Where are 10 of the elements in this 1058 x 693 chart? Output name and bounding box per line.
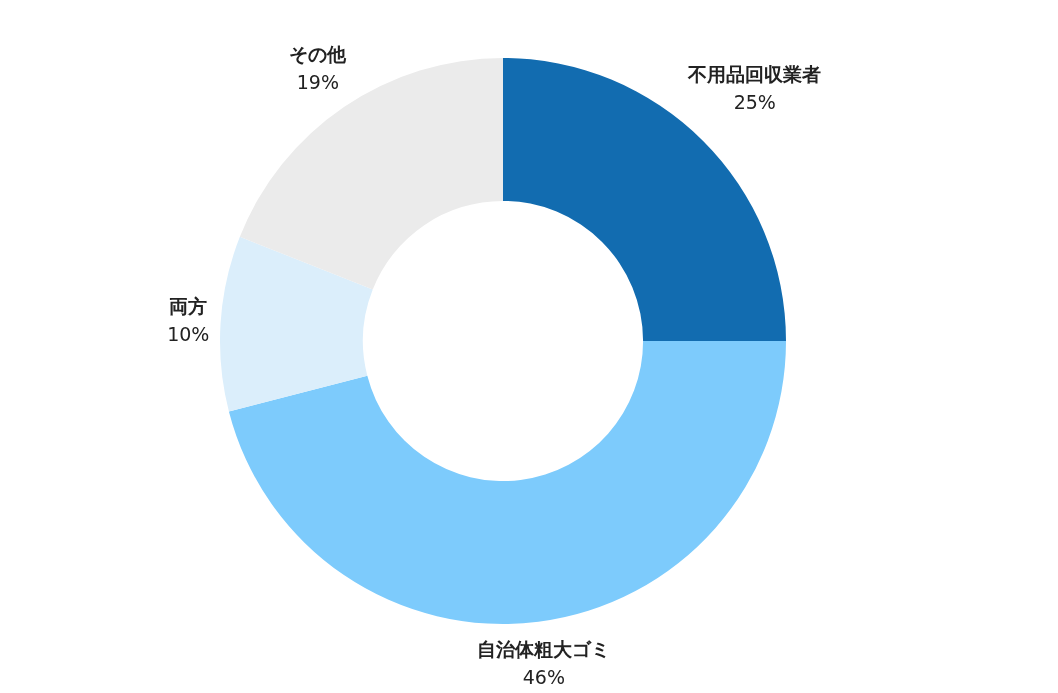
- donut-slice: [228, 341, 786, 624]
- data-label: 25%: [733, 91, 776, 114]
- slice-label: 両方: [169, 295, 208, 318]
- donut-slice: [220, 236, 373, 412]
- data-label: 46%: [522, 666, 565, 689]
- slice-label: 自治体粗大ゴミ: [477, 638, 611, 661]
- data-label: 10%: [167, 323, 210, 346]
- slice-label: その他: [289, 42, 348, 65]
- data-label: 19%: [296, 70, 339, 93]
- slice-label: 不用品回収業者: [687, 63, 822, 86]
